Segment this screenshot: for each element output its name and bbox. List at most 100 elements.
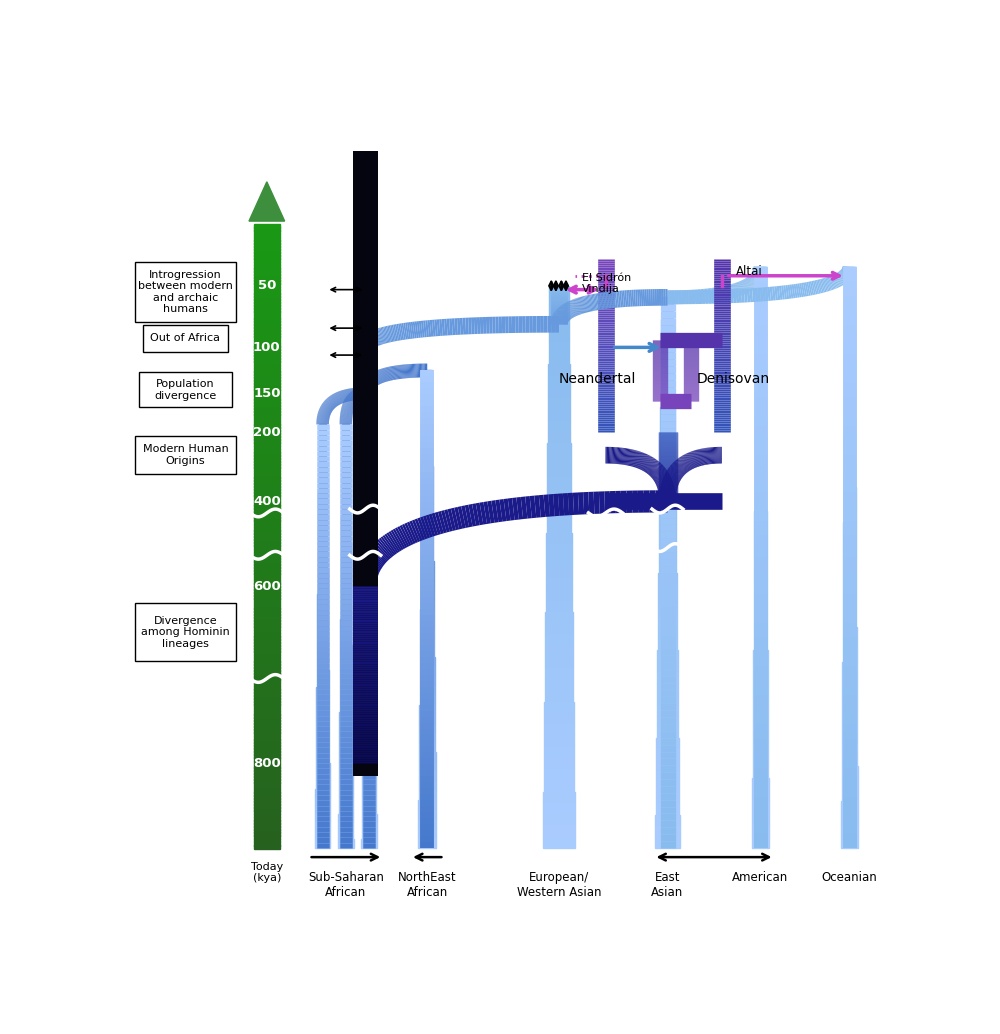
- Bar: [254, 265, 280, 269]
- Polygon shape: [316, 755, 329, 763]
- Bar: [254, 574, 280, 577]
- Polygon shape: [363, 644, 375, 653]
- Polygon shape: [364, 585, 374, 594]
- Bar: [254, 614, 280, 618]
- Bar: [254, 362, 280, 365]
- Polygon shape: [754, 604, 767, 615]
- Polygon shape: [340, 696, 352, 704]
- Bar: [254, 692, 280, 696]
- Polygon shape: [365, 458, 373, 466]
- Bar: [254, 780, 280, 783]
- Bar: [254, 698, 280, 702]
- Polygon shape: [661, 363, 674, 374]
- Polygon shape: [318, 551, 327, 559]
- Polygon shape: [422, 447, 432, 456]
- Polygon shape: [842, 720, 857, 732]
- Bar: [254, 443, 280, 447]
- Polygon shape: [756, 325, 765, 336]
- Polygon shape: [315, 831, 330, 840]
- Polygon shape: [841, 837, 858, 848]
- Polygon shape: [546, 544, 572, 555]
- Bar: [254, 701, 280, 705]
- Polygon shape: [752, 837, 769, 848]
- Polygon shape: [658, 595, 677, 606]
- Bar: [254, 421, 280, 425]
- Bar: [254, 845, 280, 849]
- Polygon shape: [543, 803, 575, 814]
- Polygon shape: [756, 278, 765, 290]
- Bar: [254, 826, 280, 830]
- Bar: [254, 439, 280, 444]
- Polygon shape: [661, 396, 674, 407]
- Polygon shape: [545, 679, 573, 691]
- Bar: [254, 829, 280, 833]
- Polygon shape: [549, 320, 569, 331]
- Polygon shape: [421, 590, 434, 600]
- Polygon shape: [843, 615, 856, 627]
- Polygon shape: [549, 354, 569, 364]
- Bar: [135, 436, 236, 475]
- Bar: [254, 832, 280, 837]
- Polygon shape: [319, 433, 326, 442]
- Polygon shape: [752, 790, 769, 801]
- Bar: [254, 311, 280, 315]
- Polygon shape: [656, 738, 679, 749]
- Polygon shape: [342, 450, 350, 458]
- Polygon shape: [547, 465, 571, 477]
- Polygon shape: [365, 518, 374, 526]
- Polygon shape: [659, 528, 676, 540]
- Bar: [254, 393, 280, 396]
- Polygon shape: [418, 810, 436, 819]
- Bar: [254, 505, 280, 509]
- Polygon shape: [421, 561, 434, 571]
- Bar: [254, 271, 280, 275]
- Polygon shape: [419, 724, 435, 733]
- Polygon shape: [753, 766, 768, 779]
- Bar: [135, 262, 236, 322]
- Bar: [254, 602, 280, 605]
- Polygon shape: [845, 347, 854, 360]
- Bar: [254, 464, 280, 468]
- Bar: [254, 814, 280, 818]
- Bar: [254, 723, 280, 727]
- Polygon shape: [363, 662, 375, 670]
- Polygon shape: [844, 499, 856, 511]
- Polygon shape: [423, 408, 432, 418]
- Bar: [254, 308, 280, 312]
- Polygon shape: [317, 619, 328, 628]
- Polygon shape: [544, 724, 574, 735]
- Polygon shape: [662, 308, 673, 320]
- Bar: [254, 670, 280, 674]
- Polygon shape: [422, 476, 433, 485]
- Polygon shape: [315, 822, 330, 831]
- Bar: [254, 520, 280, 524]
- Bar: [254, 842, 280, 846]
- Polygon shape: [546, 567, 572, 578]
- Text: Altai: Altai: [736, 266, 762, 278]
- Bar: [254, 339, 280, 343]
- Bar: [254, 554, 280, 558]
- Polygon shape: [844, 418, 855, 429]
- Polygon shape: [341, 535, 350, 543]
- Bar: [254, 820, 280, 824]
- Polygon shape: [657, 705, 678, 716]
- Bar: [254, 355, 280, 359]
- Polygon shape: [318, 518, 327, 526]
- Polygon shape: [753, 686, 768, 697]
- Polygon shape: [754, 534, 767, 546]
- Polygon shape: [422, 505, 433, 514]
- Polygon shape: [661, 353, 674, 363]
- Polygon shape: [659, 518, 676, 528]
- Bar: [254, 387, 280, 390]
- Bar: [254, 483, 280, 487]
- Bar: [254, 755, 280, 758]
- Polygon shape: [342, 476, 350, 484]
- Polygon shape: [318, 569, 328, 577]
- Polygon shape: [319, 450, 326, 458]
- Bar: [254, 430, 280, 434]
- Polygon shape: [549, 331, 569, 342]
- Polygon shape: [752, 825, 769, 837]
- Polygon shape: [547, 444, 571, 454]
- Polygon shape: [419, 781, 436, 791]
- Bar: [254, 732, 280, 736]
